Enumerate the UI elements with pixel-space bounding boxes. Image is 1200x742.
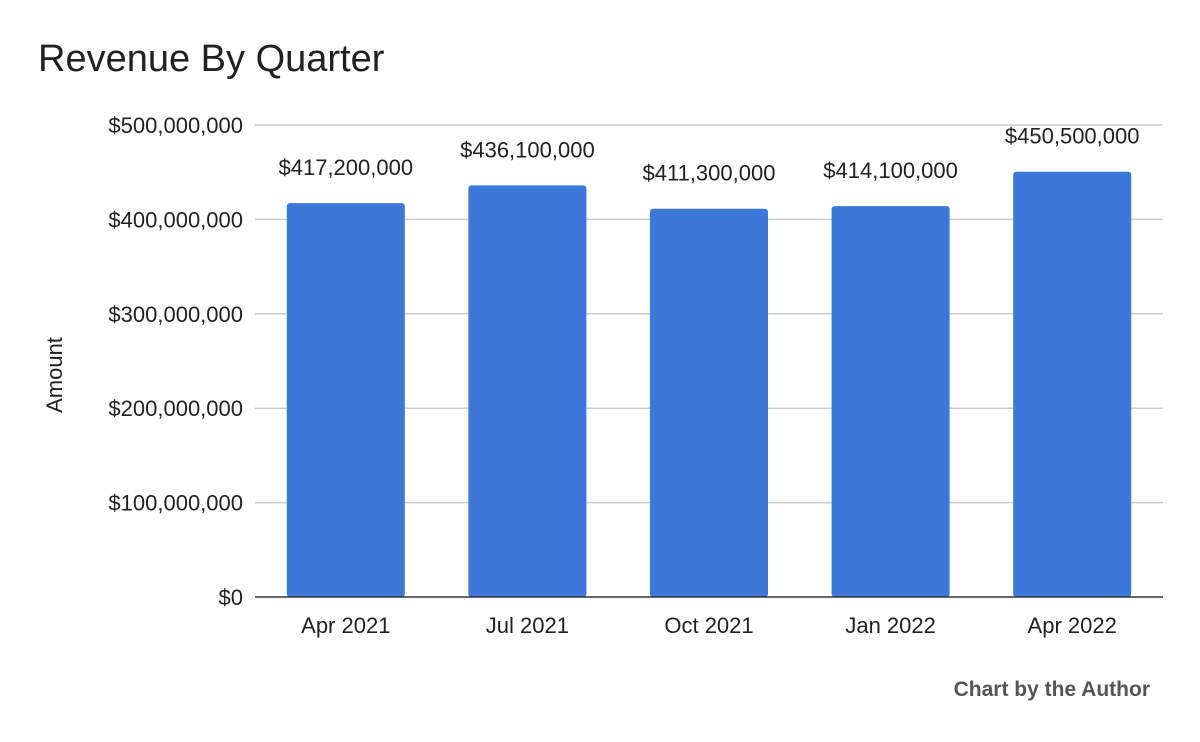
bar bbox=[649, 208, 769, 598]
y-tick-label: $400,000,000 bbox=[108, 207, 243, 232]
y-tick-labels: $0 $100,000,000 $200,000,000 $300,000,000 $4… bbox=[108, 113, 243, 610]
x-tick-label: Apr 2022 bbox=[1028, 613, 1117, 638]
bar bbox=[831, 206, 950, 597]
chart-credit: Chart by the Author bbox=[953, 678, 1150, 701]
data-label: $411,300,000 bbox=[643, 161, 776, 186]
x-tick-label: Jan 2022 bbox=[845, 613, 936, 638]
bars bbox=[286, 171, 1132, 598]
data-label: $436,100,000 bbox=[460, 137, 595, 162]
x-tick-label: Apr 2021 bbox=[301, 613, 390, 638]
y-axis-label: Amount bbox=[42, 337, 67, 413]
bar bbox=[468, 185, 587, 597]
x-tick-label: Oct 2021 bbox=[664, 613, 753, 638]
data-labels: $417,200,000 $436,100,000 $411,300,000 $414… bbox=[279, 124, 1140, 186]
bar bbox=[286, 203, 405, 597]
y-tick-label: $300,000,000 bbox=[108, 302, 243, 327]
data-label: $414,100,000 bbox=[823, 158, 958, 183]
y-tick-label: $200,000,000 bbox=[108, 396, 243, 421]
data-label: $417,200,000 bbox=[279, 155, 414, 180]
y-tick-label: $0 bbox=[219, 585, 243, 610]
bar bbox=[1013, 171, 1132, 597]
y-tick-label: $100,000,000 bbox=[108, 491, 243, 516]
x-tick-labels: Apr 2021 Jul 2021 Oct 2021 Jan 2022 Apr 2022 bbox=[301, 613, 1117, 638]
y-tick-label: $500,000,000 bbox=[108, 113, 243, 138]
chart-title: Revenue By Quarter bbox=[38, 38, 385, 80]
data-label: $450,500,000 bbox=[1005, 124, 1140, 149]
x-tick-label: Jul 2021 bbox=[486, 613, 569, 638]
